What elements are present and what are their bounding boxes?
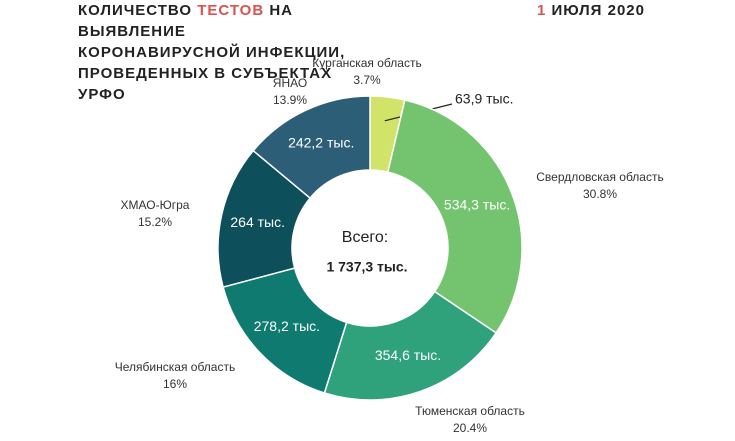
total-label: Всего:: [342, 229, 388, 246]
date-month-year: ИЮЛЯ 2020: [551, 2, 645, 19]
donut-slice: [386, 99, 523, 334]
share-label: 13.9%: [273, 93, 307, 107]
category-label: Челябинская область: [115, 360, 235, 374]
share-label: 3.7%: [353, 73, 381, 87]
title-part: НА ВЫЯВЛЕНИЕ КОРОНАВИРУСНОЙ ИНФЕКЦИИ, ПР…: [78, 2, 346, 103]
share-label: 30.8%: [583, 187, 617, 201]
category-label: Тюменская область: [415, 404, 525, 418]
value-label: 264 тыс.: [230, 214, 285, 230]
category-label: Свердловская область: [536, 170, 663, 184]
category-label: ХМАО-Югра: [121, 198, 190, 212]
chart-title: КОЛИЧЕСТВО ТЕСТОВ НА ВЫЯВЛЕНИЕ КОРОНАВИР…: [78, 0, 348, 105]
value-label: 242,2 тыс.: [288, 135, 354, 151]
value-label: 354,6 тыс.: [375, 347, 441, 363]
date: 1 ИЮЛЯ 2020: [537, 2, 645, 19]
title-part: КОЛИЧЕСТВО: [78, 2, 193, 19]
share-label: 15.2%: [138, 215, 172, 229]
donut-slice: [323, 290, 498, 401]
category-label: Курганская область: [312, 56, 421, 70]
value-label: 63,9 тыс.: [455, 91, 514, 107]
total-value: 1 737,3 тыс.: [326, 259, 407, 275]
title-highlight: ТЕСТОВ: [197, 2, 265, 19]
date-day: 1: [536, 2, 547, 19]
share-label: 16%: [163, 377, 187, 391]
value-label: 534,3 тыс.: [444, 197, 510, 213]
donut-slice: [252, 95, 371, 200]
share-label: 20.4%: [453, 421, 487, 435]
value-label: 278,2 тыс.: [254, 318, 320, 334]
category-label: ЯНАО: [273, 76, 307, 90]
